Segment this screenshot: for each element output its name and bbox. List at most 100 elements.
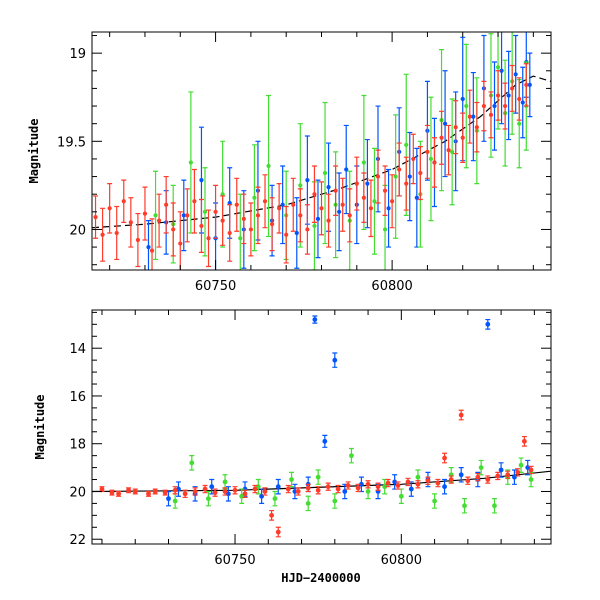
bottom-data-point-green	[189, 460, 195, 466]
top-data-point-green	[202, 209, 208, 214]
top-data-point-red	[425, 149, 430, 154]
top-data-point-red	[319, 206, 324, 211]
top-data-point-blue	[227, 200, 232, 206]
top-data-point-blue	[471, 114, 476, 119]
bottom-data-point-green	[492, 503, 497, 509]
top-data-point-blue	[513, 72, 518, 77]
top-data-point-red	[277, 206, 282, 211]
bottom-data-point-red	[315, 487, 321, 493]
bottom-x-tick-label: 60800	[381, 553, 422, 568]
top-x-tick-label: 60750	[195, 279, 236, 294]
bottom-data-point-green	[432, 498, 437, 504]
top-data-point-blue	[407, 174, 412, 179]
top-data-point-blue	[280, 202, 285, 207]
top-data-point-red	[248, 227, 253, 232]
top-data-point-green	[450, 149, 455, 154]
bottom-data-point-red	[242, 491, 248, 497]
bottom-data-point-red	[395, 483, 401, 488]
top-data-point-green	[252, 195, 257, 200]
top-data-point-red	[220, 218, 225, 223]
bottom-data-point-blue	[209, 484, 215, 490]
bottom-y-tick-label: 16	[69, 390, 86, 405]
top-data-point-red	[312, 192, 317, 197]
bottom-data-point-green	[289, 477, 294, 482]
top-data-point-green	[266, 163, 271, 169]
top-data-point-blue	[294, 230, 299, 236]
bottom-data-point-blue	[392, 479, 398, 485]
top-data-point-green	[312, 223, 317, 229]
bottom-data-point-red	[192, 489, 198, 494]
top-data-point-blue	[386, 206, 391, 211]
bottom-y-tick-label: 20	[69, 485, 86, 500]
bottom-data-point-red	[269, 512, 275, 518]
top-data-point-red	[375, 174, 381, 179]
bottom-data-point-blue	[312, 317, 318, 322]
bottom-data-point-green	[382, 484, 388, 490]
top-data-point-green	[220, 192, 225, 197]
bottom-data-point-red	[222, 489, 228, 494]
top-data-point-red	[390, 199, 395, 204]
bottom-data-point-red	[285, 486, 291, 492]
top-data-point-blue	[460, 96, 465, 102]
bottom-data-point-green	[398, 493, 404, 499]
top-data-point-green	[372, 199, 377, 204]
top-data-point-blue	[414, 195, 419, 200]
top-data-point-blue	[326, 185, 331, 190]
bottom-data-point-red	[116, 491, 122, 497]
top-data-point-blue	[199, 177, 204, 183]
bottom-y-tick-label: 14	[69, 342, 86, 357]
bottom-data-point-green	[349, 453, 354, 459]
bottom-data-point-red	[132, 489, 138, 494]
bottom-data-point-red	[212, 490, 218, 496]
bottom-data-point-green	[332, 498, 338, 504]
top-data-point-blue	[337, 209, 342, 214]
top-data-point-red	[404, 181, 409, 186]
top-data-point-red	[411, 156, 416, 162]
top-panel: 60750 60800 19 19.5 20 Magnitude	[27, 31, 552, 294]
bottom-data-point-green	[172, 498, 178, 504]
top-data-point-red	[503, 103, 508, 109]
bottom-data-point-green	[478, 465, 484, 470]
bottom-data-point-blue	[408, 486, 414, 492]
bottom-data-point-green	[528, 477, 534, 482]
top-data-point-red	[333, 188, 338, 193]
top-data-point-red	[524, 82, 529, 87]
top-data-point-red	[142, 211, 148, 216]
bottom-data-point-red	[152, 489, 158, 494]
top-y-tick-label: 19	[69, 47, 86, 62]
bottom-data-point-blue	[359, 481, 364, 487]
top-data-point-red	[156, 218, 162, 223]
top-data-point-blue	[442, 121, 448, 126]
bottom-data-point-red	[385, 480, 391, 486]
top-data-point-red	[340, 202, 345, 207]
bottom-data-point-red	[252, 486, 258, 492]
top-data-point-red	[107, 206, 112, 211]
bottom-data-point-red	[442, 455, 447, 461]
bottom-frame	[91, 309, 552, 545]
bottom-data-point-blue	[442, 484, 447, 490]
top-data-point-red	[149, 248, 155, 253]
bottom-data-point-red	[355, 485, 361, 491]
bottom-data-point-blue	[498, 467, 504, 473]
top-data-point-red	[361, 195, 366, 200]
top-data-point-blue	[305, 177, 310, 183]
top-data-point-red	[178, 241, 183, 246]
bottom-data-point-green	[518, 462, 524, 468]
top-data-point-blue	[315, 216, 321, 221]
top-data-point-blue	[344, 167, 349, 172]
bottom-data-point-green	[315, 474, 321, 480]
top-data-point-red	[432, 160, 437, 165]
bottom-data-point-red	[485, 477, 491, 482]
top-data-point-green	[495, 65, 501, 70]
top-plot-area	[92, 32, 551, 270]
bottom-data-point-red	[275, 529, 281, 535]
top-data-point-green	[393, 174, 398, 179]
top-series-red	[93, 63, 529, 270]
bottom-data-point-red	[465, 478, 471, 484]
bottom-data-point-green	[415, 474, 421, 480]
bottom-data-point-blue	[292, 489, 298, 494]
top-data-point-red	[164, 202, 169, 207]
top-data-point-red	[262, 199, 268, 204]
bottom-data-point-red	[172, 487, 178, 493]
